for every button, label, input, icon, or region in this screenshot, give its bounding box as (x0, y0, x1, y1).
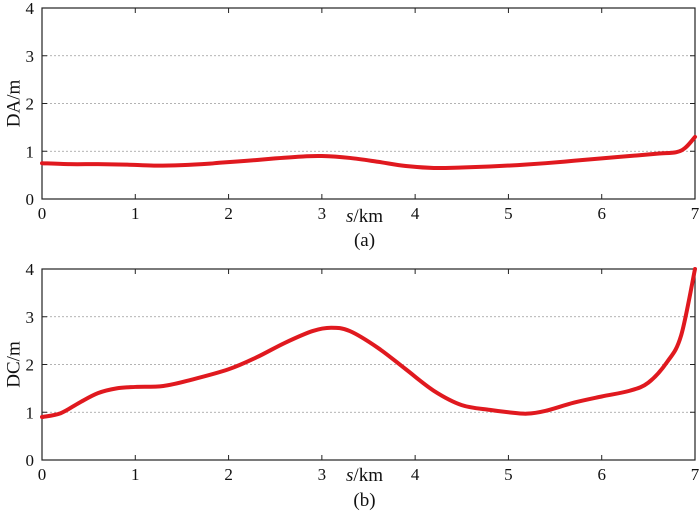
x-tick-label: 6 (597, 465, 606, 484)
axis-ticks: 0 1 2 3 4 5 6 7 0 1 2 3 4 (26, 260, 700, 484)
x-tick-label: 5 (504, 204, 513, 223)
y-axis-label: DC/m (3, 341, 24, 388)
panel-caption: (a) (354, 230, 375, 251)
x-axis-label: s/km (346, 206, 383, 227)
x-tick-label: 0 (38, 465, 47, 484)
y-axis-label: DA/m (3, 80, 24, 128)
x-tick-label: 3 (318, 204, 327, 223)
axis-ticks: 0 1 2 3 4 5 6 7 0 1 2 3 4 (26, 0, 700, 223)
x-tick-label: 5 (504, 465, 513, 484)
y-tick-label: 1 (26, 403, 35, 422)
x-tick-label: 3 (318, 465, 327, 484)
y-tick-label: 0 (26, 190, 35, 209)
y-tick-label: 2 (26, 356, 35, 375)
da-line (40, 134, 697, 171)
x-axis-unit: /km (353, 206, 383, 227)
x-axis-symbol: s (346, 206, 353, 227)
y-tick-label: 4 (26, 260, 35, 279)
y-tick-label: 3 (26, 308, 35, 327)
x-axis-symbol: s (346, 465, 353, 486)
y-tick-label: 2 (26, 95, 35, 114)
x-tick-label: 6 (597, 204, 606, 223)
panel-a: 0 1 2 3 4 5 6 7 0 1 2 3 4 DA/m s/km (a) (3, 0, 699, 251)
x-tick-label: 1 (131, 465, 140, 484)
x-tick-label: 7 (691, 204, 700, 223)
grid-lines (42, 55, 695, 152)
grid-lines (42, 316, 695, 413)
dc-line (40, 267, 697, 420)
y-tick-label: 4 (26, 0, 35, 18)
panel-b: 0 1 2 3 4 5 6 7 0 1 2 3 4 DC/m s/km (b) (3, 260, 699, 511)
x-axis-label: s/km (346, 465, 383, 486)
x-tick-label: 4 (411, 204, 420, 223)
x-tick-label: 0 (38, 204, 47, 223)
x-tick-label: 2 (224, 465, 233, 484)
panel-caption: (b) (353, 490, 375, 511)
y-tick-label: 0 (26, 451, 35, 470)
y-tick-label: 3 (26, 47, 35, 66)
x-tick-label: 4 (411, 465, 420, 484)
x-tick-label: 2 (224, 204, 233, 223)
x-tick-label: 7 (691, 465, 700, 484)
x-axis-unit: /km (353, 465, 383, 486)
x-tick-label: 1 (131, 204, 140, 223)
y-tick-label: 1 (26, 142, 35, 161)
